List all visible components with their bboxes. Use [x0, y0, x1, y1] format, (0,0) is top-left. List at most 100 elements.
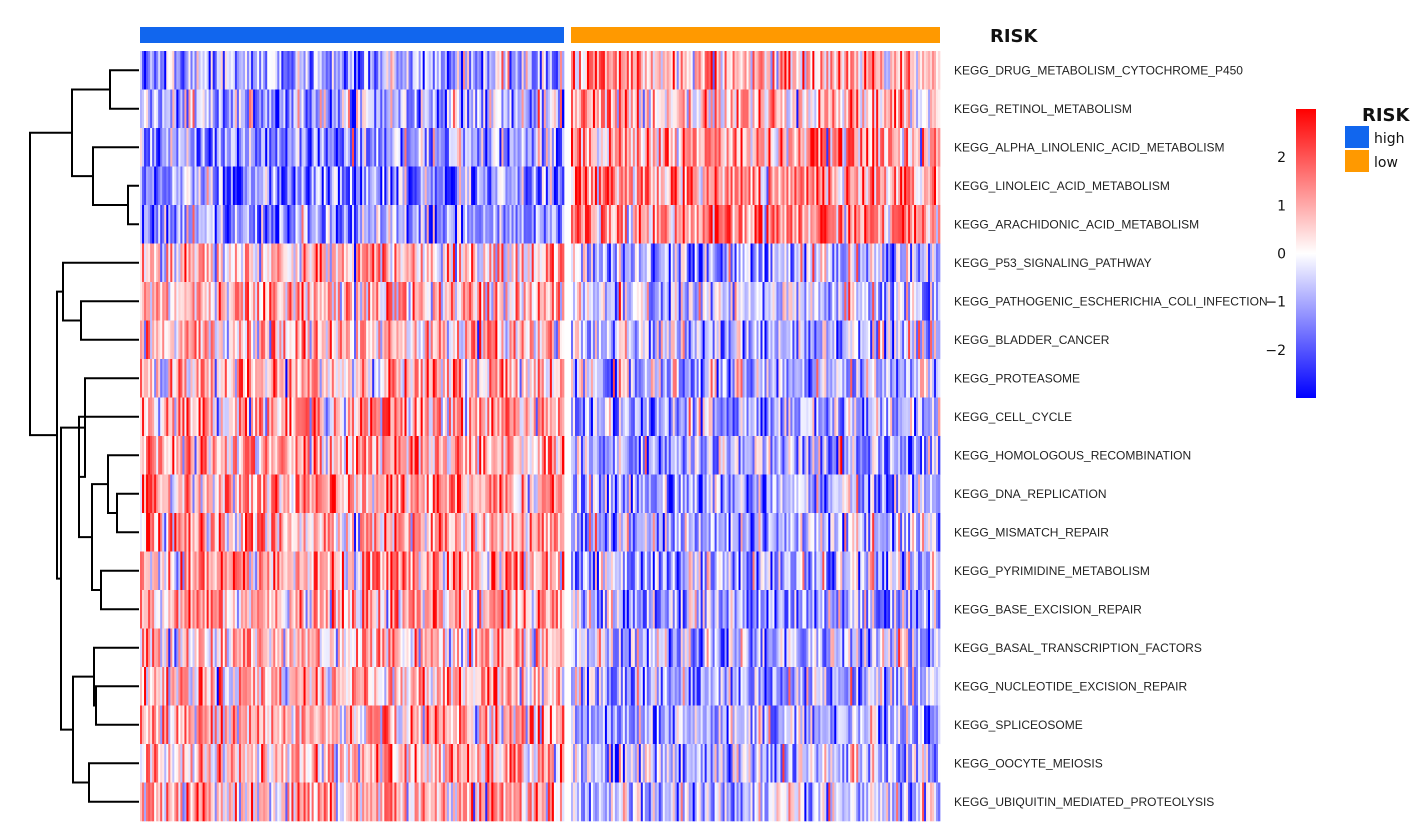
heatmap-cell: [360, 436, 363, 475]
heatmap-cell: [452, 436, 456, 475]
heatmap-cell: [315, 128, 319, 167]
heatmap-cell: [493, 243, 496, 283]
heatmap-cell: [467, 89, 470, 129]
heatmap-cell: [164, 128, 167, 167]
heatmap-cell: [214, 436, 218, 475]
heatmap-cell: [251, 320, 254, 360]
heatmap-cell: [628, 89, 632, 129]
heatmap-cell: [442, 359, 446, 398]
heatmap-cell: [650, 128, 654, 167]
heatmap-cell: [738, 166, 741, 206]
heatmap-cell: [497, 282, 500, 321]
heatmap-row-low: [571, 128, 941, 167]
heatmap-cell: [475, 205, 478, 244]
heatmap-cell: [315, 667, 319, 706]
heatmap-cell: [400, 359, 403, 398]
heatmap-cell: [412, 513, 415, 552]
heatmap-cell: [491, 205, 494, 244]
heatmap-cell: [222, 89, 226, 129]
heatmap-cell: [724, 128, 727, 167]
heatmap-cell: [456, 590, 460, 629]
heatmap-cell: [410, 89, 413, 129]
heatmap-cell: [590, 166, 594, 206]
heatmap-cell: [311, 436, 314, 475]
heatmap-cell: [140, 89, 143, 129]
heatmap-cell: [204, 551, 207, 591]
heatmap-cell: [390, 628, 393, 668]
heatmap-cell: [452, 667, 456, 706]
heatmap-cell: [244, 782, 248, 822]
heatmap-cell: [366, 513, 369, 552]
heatmap-cell: [194, 782, 197, 822]
heatmap-cell: [501, 744, 504, 783]
heatmap-cell: [142, 705, 145, 745]
heatmap-cell: [335, 128, 339, 167]
heatmap-cell: [156, 397, 159, 437]
heatmap-cell: [210, 782, 214, 822]
heatmap-cell: [666, 128, 670, 167]
heatmap-cell: [438, 320, 442, 360]
heatmap-cell: [390, 513, 393, 552]
heatmap-cell: [406, 166, 409, 206]
heatmap-cell: [283, 628, 286, 668]
heatmap-cell: [345, 89, 349, 129]
heatmap-cell: [497, 705, 500, 745]
heatmap-cell: [349, 436, 353, 475]
heatmap-cell: [446, 590, 450, 629]
heatmap-cell: [732, 89, 735, 129]
heatmap-row-high: [140, 628, 565, 668]
heatmap-cell: [473, 782, 476, 822]
heatmap-cell: [198, 590, 201, 629]
heatmap-cell: [186, 667, 189, 706]
heatmap-cell: [370, 166, 373, 206]
heatmap-cell: [430, 397, 434, 437]
heatmap-cell: [325, 705, 329, 745]
heatmap-cell: [910, 128, 913, 167]
heatmap-cell: [186, 89, 189, 129]
heatmap-cell: [728, 89, 731, 129]
heatmap-cell: [204, 782, 207, 822]
heatmap-cell: [208, 628, 212, 668]
heatmap-cell: [874, 51, 877, 90]
heatmap-cell: [780, 51, 783, 90]
heatmap-cell: [606, 166, 610, 206]
heatmap-cell: [390, 359, 393, 398]
heatmap-cell: [236, 166, 240, 206]
heatmap-cell: [249, 513, 252, 552]
heatmap-cell: [473, 282, 476, 321]
heatmap-cell: [477, 51, 480, 90]
heatmap-cell: [428, 590, 432, 629]
heatmap-cell: [331, 359, 335, 398]
heatmap-cell: [372, 166, 375, 206]
heatmap-cell: [297, 205, 300, 244]
heatmap-cell: [297, 705, 300, 745]
heatmap-cell: [487, 128, 490, 167]
heatmap-cell: [487, 243, 490, 283]
heatmap-cell: [388, 474, 391, 514]
heatmap-cell: [352, 89, 355, 129]
heatmap-cell: [196, 205, 199, 244]
heatmap-cell: [152, 359, 155, 398]
heatmap-cell: [467, 744, 470, 783]
heatmap-cell: [547, 667, 551, 706]
heatmap-cell: [261, 359, 264, 398]
heatmap-cell: [485, 628, 488, 668]
heatmap-cell: [934, 128, 937, 167]
heatmap-cell: [537, 782, 541, 822]
heatmap-cell: [461, 166, 464, 206]
heatmap-cell: [440, 128, 444, 167]
heatmap-cell: [378, 320, 381, 360]
heatmap-cell: [559, 474, 563, 514]
heatmap-cell: [734, 166, 737, 206]
heatmap-cell: [273, 128, 276, 167]
heatmap-row-low: [571, 51, 941, 90]
heatmap-cell: [547, 705, 551, 745]
heatmap-cell: [519, 551, 522, 591]
heatmap-cell: [148, 744, 151, 783]
heatmap-cell: [632, 51, 636, 90]
heatmap-cell: [315, 474, 319, 514]
heatmap-cell: [444, 359, 448, 398]
heatmap-cell: [594, 128, 598, 167]
heatmap-cell: [396, 705, 399, 745]
heatmap-cell: [818, 128, 821, 167]
